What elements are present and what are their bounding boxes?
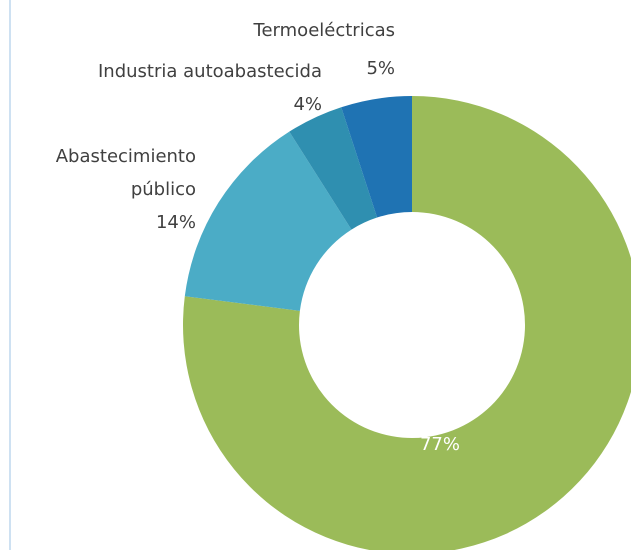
data-label: Abastecimiento público 14% xyxy=(6,140,196,239)
category-label: Agrícola xyxy=(403,401,477,422)
category-label: Industria autoabastecida xyxy=(98,61,322,82)
data-label: Termoeléctricas 5% xyxy=(150,12,395,88)
category-label: Termoeléctricas xyxy=(253,20,395,41)
value-label: 5% xyxy=(366,58,395,79)
category-label: Abastecimiento público xyxy=(55,146,196,200)
data-label: Industria autoabastecida 4% xyxy=(20,55,322,121)
donut-segment xyxy=(289,107,378,230)
donut-segment xyxy=(183,96,631,550)
value-label: 77% xyxy=(419,434,460,455)
value-label: 4% xyxy=(293,94,322,115)
data-label: Agrícola 77% xyxy=(340,395,540,461)
donut-segment xyxy=(341,96,412,218)
value-label: 14% xyxy=(155,212,196,233)
donut-segment xyxy=(184,131,352,311)
